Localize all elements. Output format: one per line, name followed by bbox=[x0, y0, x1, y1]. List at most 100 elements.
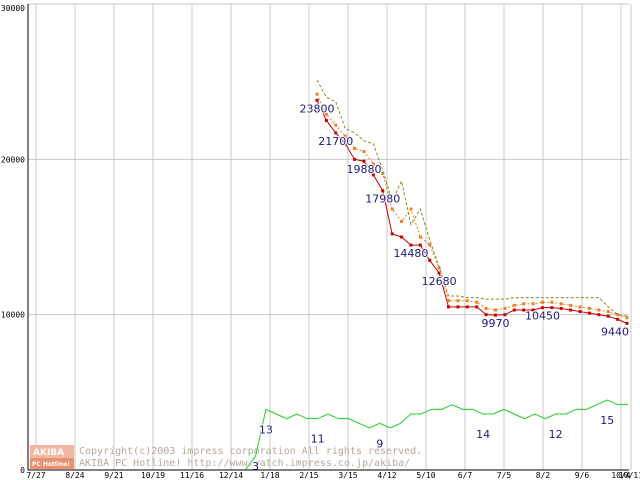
x-tick-label: 10/4 bbox=[611, 471, 630, 480]
price-label-shadow: 12680 bbox=[422, 275, 457, 288]
series-point bbox=[428, 258, 432, 262]
series-point bbox=[428, 243, 432, 247]
series-point bbox=[456, 299, 460, 303]
series-point bbox=[616, 313, 620, 317]
series-point bbox=[324, 119, 328, 122]
series-point bbox=[400, 219, 404, 223]
series-point bbox=[418, 243, 422, 247]
series-point bbox=[625, 321, 629, 325]
series-point bbox=[390, 232, 394, 236]
chart-axes bbox=[27, 4, 629, 471]
series-point bbox=[512, 303, 516, 307]
price-label: 23800 bbox=[300, 102, 335, 115]
series-point bbox=[540, 306, 544, 310]
series-point bbox=[606, 310, 610, 314]
series-point bbox=[503, 313, 507, 317]
series-point bbox=[353, 157, 357, 161]
series-point bbox=[569, 308, 573, 312]
series-point bbox=[371, 162, 375, 166]
series-point bbox=[409, 207, 413, 211]
price-label: 19880 bbox=[346, 163, 381, 176]
price-label-shadow: 23800 bbox=[300, 102, 335, 115]
series-point bbox=[522, 308, 526, 312]
series-line-minimum-price bbox=[316, 100, 628, 324]
price-label: 10450 bbox=[525, 310, 560, 323]
series-point bbox=[315, 98, 319, 102]
price-label: 9970 bbox=[481, 317, 509, 330]
series-point bbox=[409, 243, 413, 247]
shop-label-shadow: 12 bbox=[549, 428, 563, 441]
series-point bbox=[606, 314, 610, 318]
series-point bbox=[334, 123, 338, 127]
series-point bbox=[512, 308, 516, 312]
shop-label-shadow: 9 bbox=[376, 437, 383, 450]
copyright-line-1: Copyright(c)2003 impress corporation All… bbox=[79, 446, 422, 457]
price-label-shadow: 10450 bbox=[525, 310, 560, 323]
series-point bbox=[569, 303, 573, 307]
series-point bbox=[559, 306, 563, 310]
copyright-watermark: AKIBA PC Hotline! Copyright(c)2003 impre… bbox=[30, 445, 422, 469]
price-label-shadow: 17980 bbox=[365, 193, 400, 206]
x-tick-label: 1/18 bbox=[260, 471, 279, 480]
series-point bbox=[437, 271, 441, 275]
series-point bbox=[493, 313, 497, 317]
shop-label: 15 bbox=[600, 414, 614, 427]
series-point bbox=[334, 131, 338, 135]
price-label-shadow: 9440 bbox=[601, 325, 629, 338]
price-label: 21700 bbox=[318, 135, 353, 148]
x-tick-label: 8/2 bbox=[536, 471, 551, 480]
price-label: 9440 bbox=[601, 325, 629, 338]
series-point bbox=[522, 302, 526, 306]
copyright-line-2: AKIBA PC Hotline! http://www.watch.impre… bbox=[79, 458, 410, 469]
shop-label: 11 bbox=[311, 433, 325, 446]
series-point bbox=[597, 313, 601, 317]
x-tick-label: 11/16 bbox=[180, 471, 204, 480]
x-tick-label: 7/5 bbox=[497, 471, 512, 480]
akiba-logo-bottom: PC Hotline! bbox=[32, 461, 70, 468]
shop-label-shadow: 13 bbox=[259, 423, 273, 436]
series-point bbox=[362, 150, 366, 154]
series-point bbox=[550, 306, 554, 310]
akiba-logo-top: AKIBA bbox=[33, 448, 64, 458]
series-point bbox=[484, 313, 488, 317]
series-lines bbox=[28, 79, 629, 471]
shop-label-shadow: 14 bbox=[476, 428, 490, 441]
series-point bbox=[559, 302, 563, 306]
series-point bbox=[343, 134, 347, 138]
x-tick-label: 3/15 bbox=[338, 471, 357, 480]
series-point bbox=[550, 300, 554, 304]
chart-grid bbox=[28, 3, 632, 471]
series-point bbox=[531, 308, 535, 312]
shop-label: 9 bbox=[376, 437, 383, 450]
series-point bbox=[625, 316, 629, 320]
y-tick-label: 0 bbox=[20, 466, 25, 475]
price-label: 12680 bbox=[422, 275, 457, 288]
series-point bbox=[362, 159, 366, 163]
x-axis-ticks: 7/27 8/24 9/21 10/19 11/16 12/14 1/18 2/15 3/15 4… bbox=[26, 471, 640, 480]
x-tick-label: 10/19 bbox=[141, 471, 165, 480]
series-point bbox=[465, 299, 469, 303]
shop-label-shadow: 3 bbox=[252, 460, 259, 473]
series-point bbox=[353, 146, 357, 150]
series-point bbox=[371, 173, 375, 177]
series-point bbox=[447, 299, 451, 303]
x-tick-label: 8/24 bbox=[65, 471, 84, 480]
price-label: 14480 bbox=[393, 247, 428, 260]
y-axis-ticks: 0 10000 20000 30000 bbox=[1, 4, 25, 475]
x-tick-label: 9/6 bbox=[575, 471, 590, 480]
series-point bbox=[503, 306, 507, 310]
x-tick-label: 7/27 bbox=[26, 471, 45, 480]
series-point bbox=[578, 305, 582, 309]
series-point bbox=[447, 305, 451, 309]
price-label-shadow: 21700 bbox=[318, 135, 353, 148]
shop-label: 12 bbox=[549, 428, 563, 441]
price-label-shadow: 9970 bbox=[481, 317, 509, 330]
series-point bbox=[578, 310, 582, 314]
y-tick-label: 10000 bbox=[1, 311, 25, 320]
x-tick-label: 5/10 bbox=[416, 471, 435, 480]
series-point bbox=[343, 142, 347, 146]
shop-label: 14 bbox=[476, 428, 490, 441]
series-point bbox=[465, 305, 469, 309]
series-point bbox=[587, 306, 591, 310]
series-point bbox=[381, 189, 385, 193]
